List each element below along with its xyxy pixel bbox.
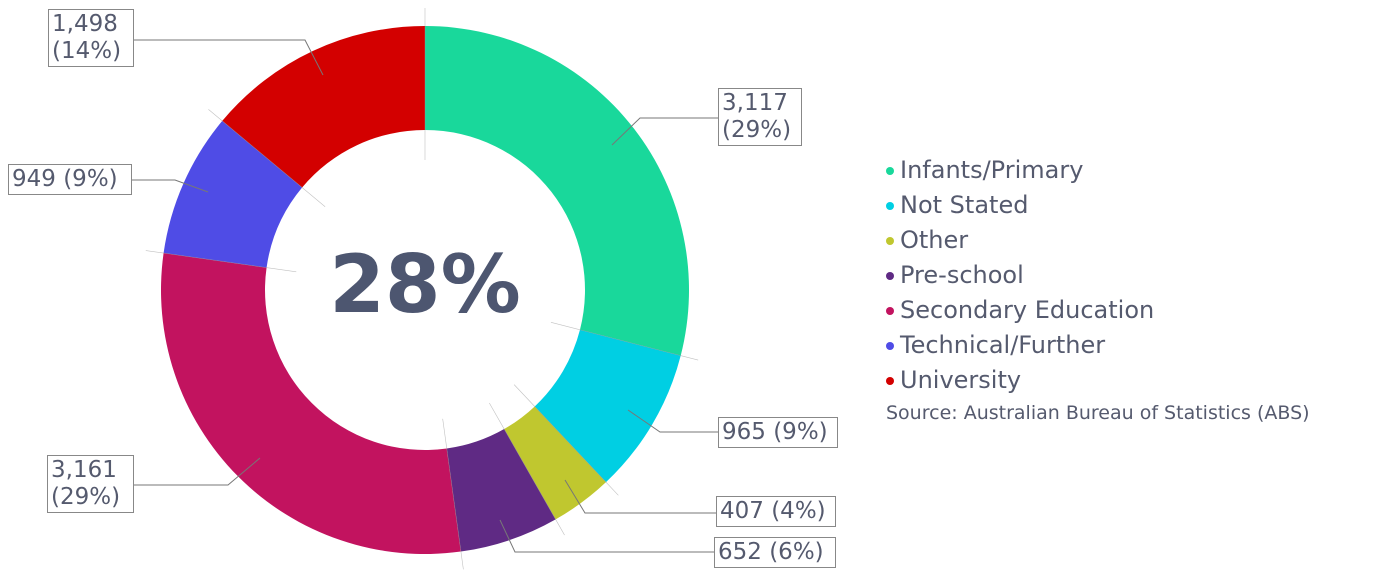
donut: [161, 26, 689, 554]
leader-line: [132, 179, 209, 193]
donut-segment: [161, 253, 461, 554]
value-label: 1,498 (14%): [48, 9, 134, 67]
donut-segment: [222, 26, 425, 188]
legend-item: Secondary Education: [886, 293, 1310, 328]
legend-item: Technical/Further: [886, 328, 1310, 363]
legend-label: Secondary Education: [900, 296, 1155, 324]
value-label: 965 (9%): [718, 417, 838, 448]
leader-line: [134, 457, 261, 486]
segment-divider: [208, 109, 326, 207]
donut-segment: [446, 429, 556, 552]
legend: Infants/Primary Not Stated Other Pre-school…: [886, 153, 1310, 424]
legend-label: Technical/Further: [900, 331, 1106, 359]
legend-item: Infants/Primary: [886, 153, 1310, 188]
legend-item: University: [886, 363, 1310, 398]
value-label: 407 (4%): [716, 496, 836, 527]
donut-segment: [163, 120, 303, 268]
legend-marker: [886, 237, 894, 245]
legend-marker: [886, 377, 894, 385]
legend-label: Other: [900, 226, 969, 254]
value-label: 3,117 (29%): [718, 88, 802, 146]
value-label: 949 (9%): [8, 164, 132, 195]
legend-marker: [886, 307, 894, 315]
legend-item: Not Stated: [886, 188, 1310, 223]
legend-label: University: [900, 366, 1022, 394]
leader-line: [627, 409, 718, 433]
segment-divider: [145, 250, 297, 273]
legend-marker: [886, 167, 894, 175]
leader-line: [499, 519, 714, 553]
segment-divider: [489, 402, 565, 536]
legend-marker: [886, 342, 894, 350]
segment-divider: [550, 322, 699, 361]
legend-item: Pre-school: [886, 258, 1310, 293]
segment-divider: [442, 418, 464, 570]
legend-items: Infants/Primary Not Stated Other Pre-school…: [886, 153, 1310, 398]
legend-label: Infants/Primary: [900, 156, 1084, 184]
donut-segment: [425, 26, 689, 356]
legend-label: Not Stated: [900, 191, 1029, 219]
source: Source: Australian Bureau of Statistics …: [886, 402, 1310, 424]
legend-marker: [886, 272, 894, 280]
leader-line: [564, 479, 716, 514]
legend-marker: [886, 202, 894, 210]
segment-divider: [513, 384, 619, 496]
donut-segment: [504, 406, 607, 520]
value-label: 652 (6%): [714, 537, 836, 568]
leader-line: [134, 39, 324, 76]
leader-line: [611, 117, 718, 146]
legend-label: Pre-school: [900, 261, 1024, 289]
legend-item: Other: [886, 223, 1310, 258]
donut-segment: [534, 329, 681, 483]
value-label: 3,161 (29%): [47, 455, 134, 513]
center-label: 28%: [329, 238, 520, 331]
